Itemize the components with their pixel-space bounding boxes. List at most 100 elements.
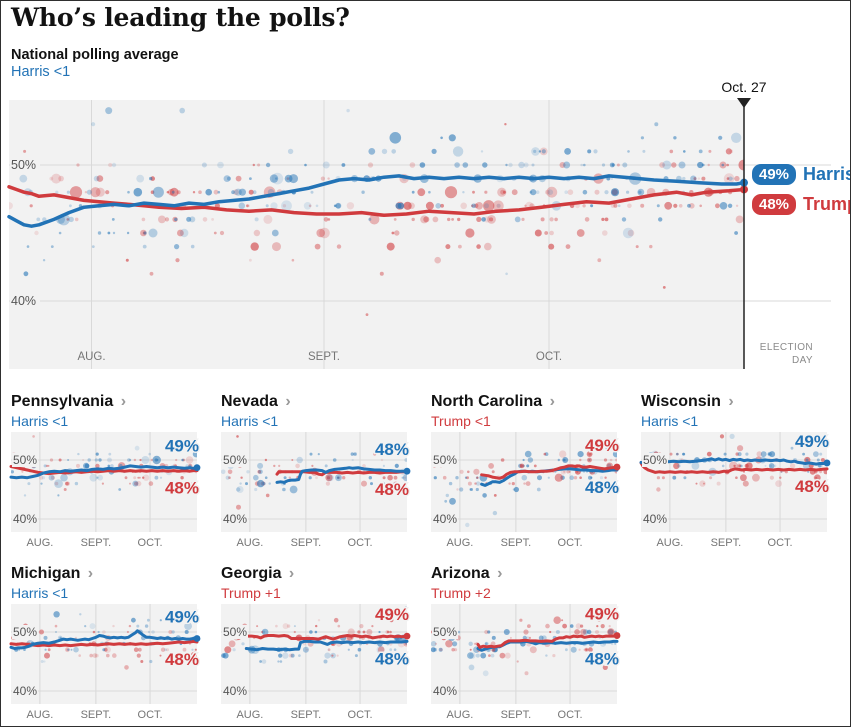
trend-line-trump (275, 470, 409, 477)
x-axis: AUG. SEPT. OCT. (11, 604, 197, 721)
end-value-label-trump: 48% (165, 479, 199, 498)
state-name: North Carolina (431, 393, 547, 410)
plot-background (221, 604, 407, 704)
trend-line-trump (7, 185, 746, 218)
x-axis-label: OCT. (138, 709, 163, 721)
election-day-label: ELECTION DAY (745, 341, 813, 367)
trend-line-trump (9, 639, 199, 648)
chevron-right-icon: › (285, 393, 291, 410)
line-end-dot-trump (613, 463, 621, 471)
x-axis: AUG. SEPT. OCT. (9, 100, 831, 369)
end-value-label-harris: 49% (795, 432, 829, 451)
michigan-chart: AUG. SEPT. OCT. 50% 40% 49% 48% (9, 604, 201, 721)
trend-lines (7, 174, 748, 228)
latest-date-label: Oct. 27 (721, 79, 767, 95)
state-name: Michigan (11, 565, 85, 582)
national-leader-label: Harris <1 (11, 64, 71, 80)
plot-background (11, 432, 197, 532)
x-axis-label: AUG. (446, 537, 473, 549)
x-axis-label: SEPT. (291, 537, 322, 549)
x-axis-label: OCT. (768, 537, 793, 549)
chevron-right-icon: › (549, 393, 555, 410)
x-axis-label: OCT. (536, 351, 562, 363)
election-day-line2: DAY (791, 355, 813, 366)
trend-lines (275, 466, 411, 484)
y-axis-label: 50% (643, 453, 667, 467)
state-name: Georgia (221, 565, 286, 582)
y-axis-label: 40% (223, 684, 247, 698)
state-card-michigan: Michigan › Harris <1 AUG. SEPT. OCT. 50% 40%… (9, 565, 211, 726)
y-axis-label: 50% (223, 453, 247, 467)
state-leader-label: Trump +2 (431, 585, 491, 601)
national-chart: AUG. SEPT. OCT. 50% 40% (7, 98, 831, 369)
y-axis-label: 40% (433, 684, 457, 698)
state-link-wisconsin[interactable]: Wisconsin › (641, 393, 734, 411)
chevron-right-icon: › (497, 565, 503, 582)
x-axis-label: OCT. (138, 537, 163, 549)
state-name: Wisconsin (641, 393, 726, 410)
state-name: Arizona (431, 565, 495, 582)
scatter-dots (431, 616, 617, 677)
x-axis-label: OCT. (558, 709, 583, 721)
trend-line-harris (639, 457, 829, 466)
state-link-pennsylvania[interactable]: Pennsylvania › (11, 393, 126, 411)
end-value-label-trump: 49% (375, 605, 409, 624)
state-name: Nevada (221, 393, 283, 410)
x-axis-label: AUG. (26, 709, 53, 721)
end-value-label-trump: 48% (165, 650, 199, 669)
end-value-label-harris: 48% (375, 649, 409, 668)
end-value-label-trump: 49% (585, 605, 619, 624)
y-axis-label: 40% (643, 512, 667, 526)
end-value-label-trump: 49% (585, 436, 619, 455)
plot-background (431, 604, 617, 704)
plot-background (9, 100, 744, 369)
state-card-georgia: Georgia › Trump +1 AUG. SEPT. OCT. 50% 40% 49… (219, 565, 421, 726)
state-name: Pennsylvania (11, 393, 118, 410)
x-axis-label: AUG. (236, 537, 263, 549)
trump-value-badge: 48% (752, 194, 797, 215)
x-axis-label: AUG. (656, 537, 683, 549)
line-end-dot-trump (613, 632, 621, 639)
x-axis-label: OCT. (348, 709, 373, 721)
legend-row-harris: 49% Harris (752, 164, 850, 185)
y-axis-label: 40% (13, 512, 37, 526)
x-axis-label: SEPT. (308, 351, 340, 363)
plot-background (221, 432, 407, 532)
x-axis-label: SEPT. (81, 709, 112, 721)
y-axis-label: 50% (13, 625, 37, 639)
y-axis-label: 50% (223, 625, 247, 639)
state-link-north-carolina[interactable]: North Carolina › (431, 393, 555, 411)
state-leader-label: Trump +1 (221, 585, 281, 601)
chevron-right-icon: › (288, 565, 295, 582)
state-leader-label: Harris <1 (11, 413, 69, 429)
trend-lines (639, 457, 831, 474)
y-axis-label: 50% (433, 625, 457, 639)
state-link-michigan[interactable]: Michigan › (11, 565, 93, 583)
trend-line-harris (7, 174, 746, 228)
trend-line-harris (244, 639, 409, 652)
line-end-dot-harris (403, 467, 411, 475)
trend-line-trump (244, 634, 409, 641)
harris-value-badge: 49% (752, 164, 797, 185)
x-axis: AUG. SEPT. OCT. (431, 604, 617, 721)
trend-line-harris (9, 464, 199, 480)
election-day-line1: ELECTION (759, 342, 813, 353)
trend-lines (476, 632, 621, 652)
state-link-arizona[interactable]: Arizona › (431, 565, 502, 583)
x-axis-label: AUG. (26, 537, 53, 549)
end-value-label-trump: 48% (795, 477, 829, 496)
state-link-georgia[interactable]: Georgia › (221, 565, 294, 583)
state-link-nevada[interactable]: Nevada › (221, 393, 291, 411)
chevron-right-icon: › (87, 565, 94, 582)
y-axis-label: 40% (433, 512, 457, 526)
y-axis-label: 50% (13, 453, 37, 467)
y-axis-label: 50% (433, 453, 457, 467)
chevron-right-icon: › (728, 393, 734, 410)
trump-name-label: Trump (803, 194, 850, 214)
state-leader-label: Harris <1 (221, 413, 279, 429)
state-card-wisconsin: Wisconsin › Harris <1 AUG. SEPT. OCT. 50% 40… (639, 393, 841, 561)
trend-lines (9, 629, 201, 650)
nevada-chart: AUG. SEPT. OCT. 50% 40% 48% 48% (221, 432, 411, 549)
x-axis-label: SEPT. (501, 709, 532, 721)
